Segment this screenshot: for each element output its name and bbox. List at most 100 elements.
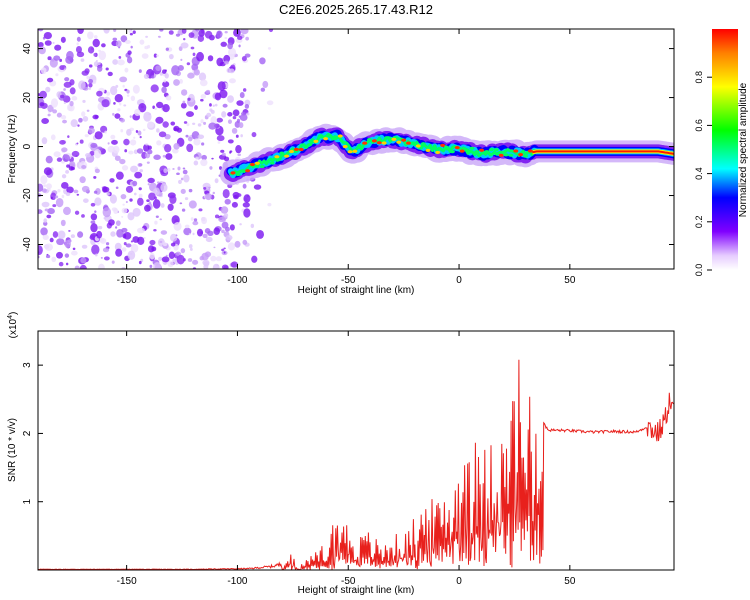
snr-frame (37, 330, 675, 571)
noise-point (63, 206, 71, 216)
noise-point (244, 53, 251, 58)
noise-point (78, 117, 83, 123)
noise-point (216, 135, 225, 142)
noise-point (58, 261, 64, 267)
noise-point (180, 102, 187, 109)
noise-point (132, 30, 136, 34)
noise-point (63, 101, 66, 105)
noise-point (168, 30, 174, 35)
noise-point (87, 31, 94, 40)
noise-point (214, 214, 220, 219)
noise-point (90, 202, 96, 207)
noise-point (76, 42, 79, 46)
noise-point (38, 41, 44, 48)
noise-point (39, 102, 45, 107)
noise-point (213, 227, 221, 235)
noise-point (234, 240, 241, 248)
noise-point (193, 218, 198, 222)
noise-point (196, 51, 204, 62)
noise-point (201, 154, 207, 161)
noise-point (188, 188, 193, 193)
noise-point (155, 116, 164, 124)
noise-point (112, 112, 115, 116)
noise-point (204, 228, 211, 234)
noise-point (77, 124, 80, 127)
noise-point (154, 107, 157, 111)
spectrogram-frame (37, 28, 675, 270)
noise-point (155, 65, 162, 71)
noise-point (144, 204, 151, 212)
noise-point (176, 172, 180, 176)
ridge-peak (328, 135, 334, 139)
noise-point (98, 263, 105, 269)
noise-point (139, 169, 144, 173)
noise-point (238, 44, 241, 48)
noise-point (81, 111, 86, 117)
noise-point (113, 29, 117, 33)
noise-point (42, 234, 49, 240)
noise-point (239, 92, 245, 99)
noise-point (102, 247, 110, 253)
noise-point (103, 29, 110, 34)
noise-point (52, 204, 57, 208)
noise-point (180, 58, 183, 61)
noise-point (80, 257, 87, 264)
top-x-tick-label: 50 (564, 275, 576, 286)
noise-point (85, 153, 92, 158)
noise-point (95, 253, 98, 257)
noise-point (180, 248, 186, 254)
noise-point (81, 165, 87, 170)
noise-point (253, 184, 262, 190)
noise-point (119, 158, 126, 165)
noise-point (179, 202, 183, 205)
noise-point (38, 29, 44, 32)
noise-point (153, 53, 158, 58)
noise-point (109, 178, 115, 183)
y-multiplier-exponent: 4 (7, 315, 14, 319)
noise-point (151, 246, 157, 252)
noise-point (112, 37, 118, 41)
noise-point (64, 253, 70, 258)
noise-point (260, 87, 266, 92)
noise-point (104, 130, 107, 134)
noise-point (83, 86, 89, 91)
noise-point (88, 87, 91, 90)
noise-point (242, 202, 250, 208)
noise-point (54, 195, 59, 199)
ridge-peak (396, 140, 402, 144)
noise-point (164, 144, 172, 153)
noise-point (135, 130, 139, 133)
noise-point (151, 75, 155, 79)
noise-point (210, 255, 217, 262)
ridge-peak (347, 150, 353, 154)
noise-point (124, 149, 128, 153)
noise-point (54, 44, 62, 51)
noise-point (161, 256, 170, 263)
noise-point (153, 187, 160, 196)
noise-point (41, 188, 47, 193)
noise-point (232, 116, 237, 120)
noise-point (128, 29, 132, 33)
noise-point (61, 174, 67, 179)
noise-point (59, 140, 66, 145)
top-y-tick-label: 20 (22, 92, 33, 104)
noise-point (227, 242, 236, 251)
ridge-peak (440, 143, 446, 147)
noise-point (39, 90, 47, 99)
noise-point (266, 100, 274, 106)
noise-point (267, 202, 272, 207)
noise-point (244, 104, 250, 109)
noise-point (126, 128, 132, 136)
noise-point (173, 79, 180, 86)
bottom-y-tick-label: 3 (22, 362, 33, 368)
noise-point (125, 200, 128, 204)
ridge-peak (303, 145, 309, 149)
ridge-peak (367, 138, 373, 142)
noise-point (198, 208, 203, 212)
noise-point (97, 242, 100, 245)
noise-point (185, 134, 189, 138)
chart-title: C2E6.2025.265.17.43.R12 (279, 2, 433, 17)
noise-point (139, 135, 142, 139)
noise-point (229, 224, 235, 231)
noise-point (212, 104, 215, 107)
